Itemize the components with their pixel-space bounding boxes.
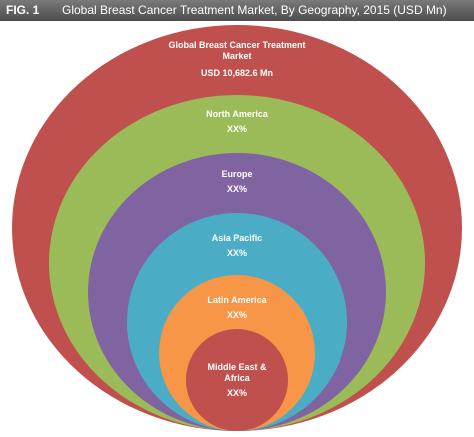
figure-title: Global Breast Cancer Treatment Market, B…: [62, 3, 447, 17]
node-label: Latin America: [207, 295, 267, 305]
node-label: Asia Pacific: [211, 233, 263, 243]
figure-label: FIG. 1: [6, 3, 40, 17]
node-value: XX%: [226, 310, 247, 320]
circle-middle-east-africa: [186, 329, 288, 431]
node-label: Middle East & Africa: [207, 362, 267, 383]
node-value: XX%: [226, 184, 247, 194]
header-bar: FIG. 1 Global Breast Cancer Treatment Ma…: [0, 0, 474, 21]
node-value: XX%: [226, 248, 247, 258]
node-label: North America: [206, 109, 268, 119]
node-value: USD 10,682.6 Mn: [200, 68, 274, 78]
node-value: XX%: [226, 124, 247, 134]
node-value: XX%: [226, 388, 247, 398]
node-label: Global Breast Cancer Treatment Market: [168, 40, 306, 61]
node-label: Europe: [221, 169, 253, 179]
